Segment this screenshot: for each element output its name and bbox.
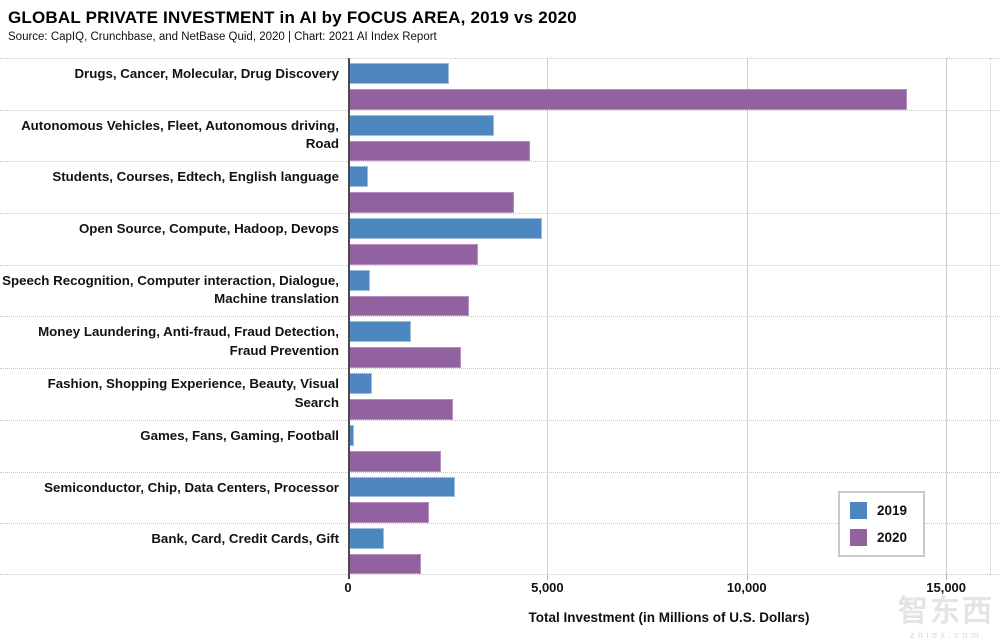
- chart-header: GLOBAL PRIVATE INVESTMENT in AI by FOCUS…: [8, 8, 992, 43]
- category-row: Games, Fans, Gaming, Football: [0, 419, 1000, 472]
- bar-group: [348, 59, 1000, 110]
- bar-2020: [348, 450, 442, 472]
- bar-2019: [348, 218, 543, 239]
- bar-chart: Drugs, Cancer, Molecular, Drug Discovery…: [0, 58, 1000, 579]
- bar-group: [348, 317, 1000, 369]
- bar-2019: [348, 269, 371, 291]
- category-label: Fashion, Shopping Experience, Beauty, Vi…: [47, 376, 339, 410]
- page-title: GLOBAL PRIVATE INVESTMENT in AI by FOCUS…: [8, 8, 577, 27]
- bar-2019: [348, 528, 385, 549]
- bar-2020: [348, 88, 907, 110]
- bar-2019: [348, 114, 494, 136]
- bar-2020: [348, 295, 470, 317]
- y-axis-line: [348, 58, 350, 579]
- x-axis-title: Total Investment (in Millions of U.S. Do…: [528, 610, 810, 625]
- category-row: Money Laundering, Anti-fraud, Fraud Dete…: [0, 316, 1000, 369]
- category-row: Autonomous Vehicles, Fleet, Autonomous d…: [0, 109, 1000, 162]
- axis-tick-label: 5,000: [531, 580, 564, 595]
- bar-2019: [348, 166, 369, 188]
- bar-group: [348, 266, 1000, 317]
- category-row: Drugs, Cancer, Molecular, Drug Discovery: [0, 58, 1000, 110]
- bar-2019: [348, 476, 456, 498]
- category-label: Bank, Card, Credit Cards, Gift: [151, 531, 339, 547]
- legend-swatch-2019: [849, 502, 867, 519]
- bar-group: [348, 369, 1000, 420]
- axis-tick-label: 0: [344, 580, 352, 595]
- watermark-site: zhidx.com: [909, 630, 982, 640]
- bar-2020: [348, 192, 515, 214]
- bar-2020: [348, 398, 454, 420]
- legend-item-2020: 2020: [849, 529, 907, 546]
- category-label: Students, Courses, Edtech, English langu…: [52, 169, 339, 185]
- bar-2019: [348, 321, 411, 343]
- x-axis: 0 5,000 10,000 15,000: [0, 575, 1000, 601]
- axis-tick: [946, 575, 948, 580]
- category-row: Semiconductor, Chip, Data Centers, Proce…: [0, 471, 1000, 524]
- axis-tick-label: 10,000: [726, 580, 767, 595]
- axis-tick: [547, 575, 549, 580]
- category-label: Money Laundering, Anti-fraud, Fraud Dete…: [38, 324, 339, 358]
- source-line: Source: CapIQ, Crunchbase, and NetBase Q…: [8, 31, 437, 43]
- category-label: Games, Fans, Gaming, Football: [140, 427, 339, 443]
- category-row: Open Source, Compute, Hadoop, Devops: [0, 213, 1000, 265]
- category-row: Speech Recognition, Computer interaction…: [0, 264, 1000, 317]
- legend-label-2019: 2019: [876, 503, 907, 518]
- bar-group: [348, 214, 1000, 265]
- watermark: 智东西 zhidx.com: [898, 595, 994, 641]
- category-row: Students, Courses, Edtech, English langu…: [0, 161, 1000, 214]
- category-label: Drugs, Cancer, Molecular, Drug Discovery: [74, 66, 339, 81]
- bar-2020: [348, 347, 462, 369]
- bar-group: [348, 421, 1000, 472]
- watermark-logo: 智东西: [898, 595, 994, 628]
- bar-group: [348, 162, 1000, 214]
- legend: 2019 2020: [837, 491, 925, 557]
- category-label: Open Source, Compute, Hadoop, Devops: [78, 221, 339, 237]
- bar-2020: [348, 140, 531, 162]
- bar-2020: [348, 553, 421, 574]
- category-label: Autonomous Vehicles, Fleet, Autonomous d…: [21, 117, 339, 152]
- axis-tick-label: 15,000: [926, 580, 967, 595]
- category-row: Fashion, Shopping Experience, Beauty, Vi…: [0, 368, 1000, 420]
- legend-label-2020: 2020: [876, 530, 907, 545]
- legend-item-2019: 2019: [849, 502, 907, 519]
- category-label: Speech Recognition, Computer interaction…: [2, 272, 339, 307]
- category-label: Semiconductor, Chip, Data Centers, Proce…: [44, 479, 339, 495]
- bar-group: [348, 473, 1000, 524]
- bar-2019: [348, 373, 373, 394]
- category-row: Bank, Card, Credit Cards, Gift: [0, 523, 1000, 575]
- bar-2019: [348, 63, 450, 84]
- axis-tick: [746, 575, 748, 580]
- bar-2020: [348, 502, 429, 524]
- bar-2020: [348, 243, 478, 265]
- legend-swatch-2020: [849, 529, 867, 546]
- bar-group: [348, 111, 1000, 162]
- category-rows: Drugs, Cancer, Molecular, Drug Discovery…: [0, 58, 1000, 575]
- bar-group: [348, 524, 1000, 574]
